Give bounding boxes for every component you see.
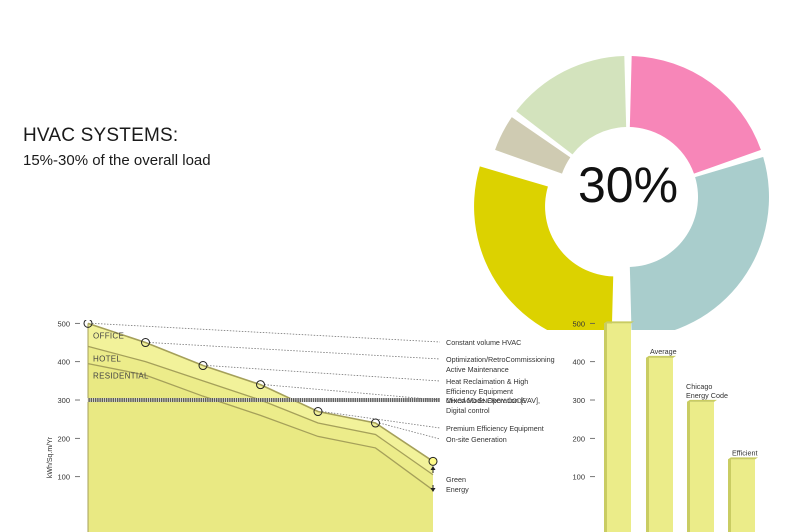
page-subtitle: 15%-30% of the overall load (23, 152, 211, 169)
y-tick-label: 100 (57, 473, 70, 482)
bar (728, 459, 755, 532)
bar (687, 401, 714, 532)
milestone-marker (428, 456, 438, 466)
bar-top (604, 321, 634, 324)
milestone-leader (264, 384, 441, 401)
donut-slice-2 (629, 156, 769, 330)
milestone-label: On-site Generation (446, 435, 507, 444)
bar-y-tick-label: 200 (572, 434, 585, 443)
bar-top (687, 399, 717, 402)
milestone-marker (198, 361, 208, 371)
bar-top (646, 355, 676, 358)
milestone-marker (83, 320, 93, 328)
y-tick-label: 400 (57, 358, 70, 367)
y-tick-label: 200 (57, 434, 70, 443)
bar-y-tick-label: 300 (572, 396, 585, 405)
up-arrow-icon (430, 466, 436, 470)
page-title: HVAC SYSTEMS: (23, 125, 179, 146)
donut-slice-5 (516, 56, 627, 155)
milestone-marker (141, 338, 150, 348)
milestone-label: Mixed Mode Operation [VAV], (446, 396, 540, 405)
bar-side (604, 321, 607, 532)
bar-side (728, 457, 731, 532)
milestone-leader (379, 422, 441, 440)
bar-category-label: Efficient (732, 448, 757, 457)
code-line-label: CHICAGO ENERGY CODE (446, 398, 527, 405)
energy-reduction-line-chart: 100 200 300 400 500 kWh/Sq.m/Yr OFFICE HOTEL RE… (47, 320, 555, 532)
donut-slice-3 (474, 166, 614, 330)
donut-slices (474, 56, 769, 330)
bar (646, 357, 673, 532)
y-tick-label: 500 (57, 320, 70, 328)
milestone-label: Active Maintenance (446, 365, 509, 374)
milestone-label: Digital control (446, 406, 490, 415)
building-performance-bar-chart: 100 200 300 400 500 Poor Average ChicagoEnergy… (572, 320, 758, 532)
bar-category-label: Energy Code (686, 391, 728, 400)
series-label-office: OFFICE (93, 331, 124, 340)
bar-y-tick-label: 500 (572, 320, 585, 328)
bar (604, 323, 631, 532)
line-office (87, 322, 434, 463)
milestone-leader (149, 342, 441, 360)
hvac-share-donut-chart: 30% (474, 56, 769, 330)
milestone-marker (313, 407, 323, 417)
milestone-label: Optimization/RetroCommissioning (446, 355, 555, 364)
milestone-label: Efficiency Equipment (446, 387, 513, 396)
bar-chart-axis: 100 200 300 400 500 (572, 320, 595, 482)
bar-category-label: Average (650, 347, 677, 356)
line-chart-axis: 100 200 300 400 500 kWh/Sq.m/Yr (47, 320, 80, 482)
line-chart-areas (88, 323, 433, 532)
milestone-leader (321, 411, 441, 429)
line-residential (87, 362, 434, 491)
milestone-marker (256, 380, 265, 390)
bar-category-label: Poor (608, 320, 624, 321)
donut-slice-4 (495, 117, 571, 174)
milestone-label: Constant volume HVAC (446, 338, 521, 347)
milestone-label: Premium Efficiency Equipment (446, 424, 544, 433)
bar-side (646, 355, 649, 532)
bar-top (728, 457, 758, 460)
donut-slice-1 (629, 56, 761, 174)
series-label-hotel: HOTEL (93, 354, 121, 363)
milestone-label: Green (446, 475, 466, 484)
milestone-label: Energy (446, 485, 469, 494)
donut-center-label: 30% (578, 157, 678, 213)
bar-y-tick-label: 100 (572, 473, 585, 482)
milestone-leader (91, 322, 441, 343)
bar-side (687, 399, 690, 532)
y-axis-label: kWh/Sq.m/Yr (47, 436, 54, 478)
down-arrow-icon (430, 488, 436, 492)
y-tick-label: 300 (57, 396, 70, 405)
area-residential (88, 363, 433, 532)
bar-y-tick-label: 400 (572, 358, 585, 367)
milestone-marker (371, 418, 380, 428)
line-chart-annotations: CHICAGO ENERGY CODE Constant volume HVAC O… (83, 320, 555, 494)
bar-category-label: Chicago (686, 382, 712, 391)
series-label-residential: RESIDENTIAL (93, 372, 149, 381)
milestone-label: Heat Reclaimation & High (446, 377, 528, 386)
